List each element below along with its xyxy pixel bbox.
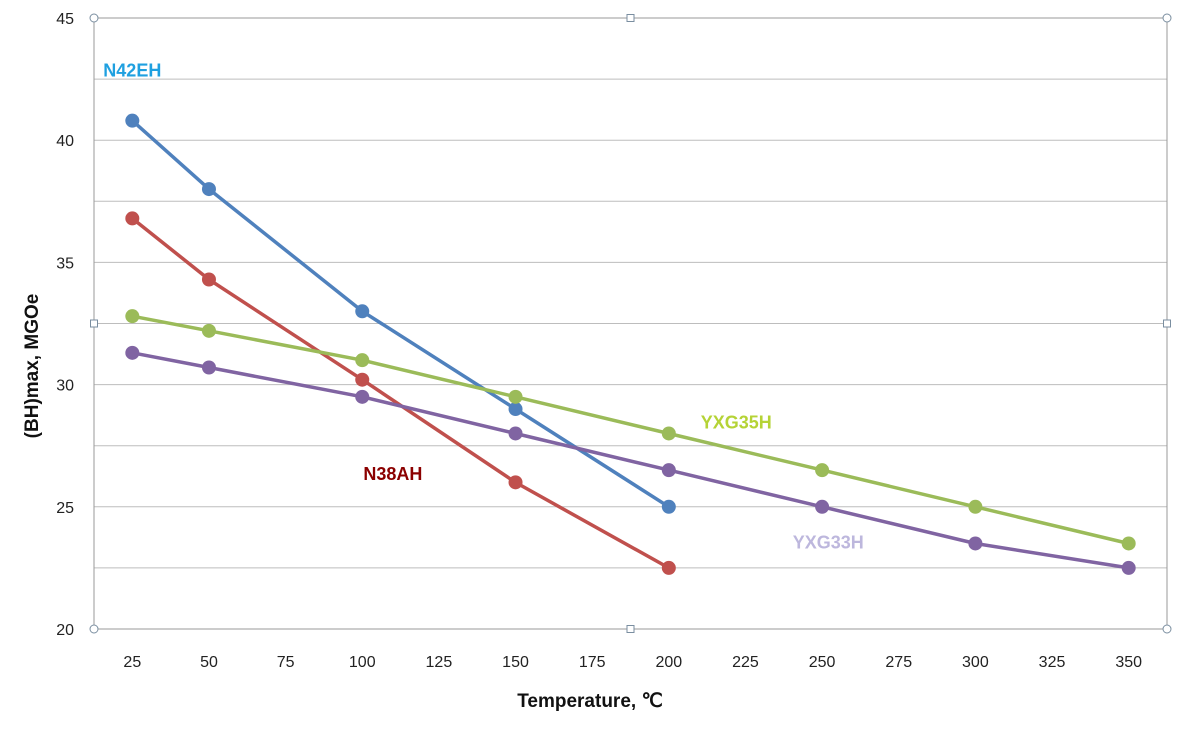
data-point	[815, 463, 830, 478]
data-point	[125, 113, 140, 128]
x-tick-label: 275	[885, 654, 912, 671]
series-n42eh	[125, 113, 676, 514]
data-point	[125, 309, 140, 324]
y-tick-label: 25	[56, 500, 74, 517]
data-point	[355, 372, 370, 387]
series-line	[130, 351, 1131, 570]
data-point	[201, 360, 216, 375]
y-tick-label: 45	[56, 11, 74, 28]
y-tick-label: 40	[56, 133, 74, 150]
data-point	[661, 560, 676, 575]
data-point	[968, 499, 983, 514]
series-label-n38ah: N38AH	[363, 464, 422, 484]
x-tick-label: 225	[732, 654, 759, 671]
x-tick-label: 100	[349, 654, 376, 671]
resize-handle-corner[interactable]	[89, 624, 99, 634]
data-point	[661, 499, 676, 514]
data-point	[355, 353, 370, 368]
resize-handle-edge[interactable]	[1163, 319, 1171, 328]
x-tick-label: 50	[200, 654, 218, 671]
data-point	[968, 536, 983, 551]
x-tick-label: 250	[809, 654, 836, 671]
data-point	[508, 389, 523, 404]
x-tick-label: 300	[962, 654, 989, 671]
series-yxg33h	[125, 345, 1136, 575]
data-point	[661, 463, 676, 478]
y-tick-label: 35	[56, 255, 74, 272]
x-tick-label: 200	[655, 654, 682, 671]
x-axis-title: Temperature, ℃	[517, 691, 663, 712]
x-tick-label: 150	[502, 654, 529, 671]
series-n38ah	[125, 211, 676, 575]
y-axis-title: (BH)max, MGOe	[22, 294, 43, 439]
data-point	[508, 402, 523, 417]
series-line	[130, 216, 671, 570]
data-point	[1121, 536, 1136, 551]
data-point	[355, 304, 370, 319]
x-tick-label: 125	[426, 654, 453, 671]
data-point	[508, 426, 523, 441]
y-tick-label: 30	[56, 378, 74, 395]
series-labels: N42EH N38AH YXG35H YXG33H	[103, 61, 863, 553]
series-yxg35h	[125, 309, 1136, 551]
x-tick-label: 325	[1039, 654, 1066, 671]
x-tick-label: 175	[579, 654, 606, 671]
data-point	[125, 211, 140, 226]
data-point	[201, 182, 216, 197]
series-line	[130, 314, 1131, 546]
data-point	[661, 426, 676, 441]
resize-handle-edge[interactable]	[626, 625, 635, 633]
data-point	[201, 323, 216, 338]
series-line	[130, 118, 671, 509]
series-group	[125, 113, 1136, 575]
resize-handle-corner[interactable]	[1162, 13, 1172, 23]
data-point	[355, 389, 370, 404]
series-label-n42eh: N42EH	[103, 61, 161, 81]
series-label-yxg35h: YXG35H	[701, 413, 772, 433]
data-point	[201, 272, 216, 287]
y-axis-ticks: 20 25 30 35 40 45	[56, 11, 74, 639]
x-tick-label: 75	[277, 654, 295, 671]
data-point	[815, 499, 830, 514]
resize-handle-edge[interactable]	[90, 319, 98, 328]
x-axis-ticks: 25 50 75 100 125 150 175 200 225 250 275 300 325 350	[123, 654, 1142, 671]
data-point	[125, 345, 140, 360]
grid-lines	[94, 17, 1167, 630]
resize-handle-corner[interactable]	[1162, 624, 1172, 634]
selection-handles[interactable]	[89, 13, 1172, 634]
resize-handle-corner[interactable]	[89, 13, 99, 23]
x-tick-label: 25	[123, 654, 141, 671]
series-label-yxg33h: YXG33H	[793, 532, 864, 552]
y-tick-label: 20	[56, 622, 74, 639]
data-point	[508, 475, 523, 490]
resize-handle-edge[interactable]	[626, 14, 635, 22]
x-tick-label: 350	[1115, 654, 1142, 671]
data-point	[1121, 560, 1136, 575]
